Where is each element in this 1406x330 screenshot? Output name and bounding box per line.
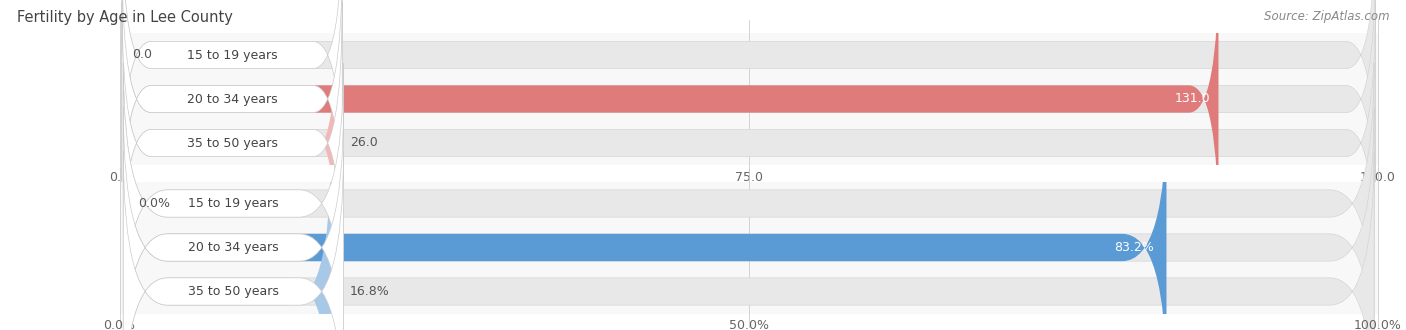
FancyBboxPatch shape [124, 151, 343, 330]
FancyBboxPatch shape [124, 151, 1374, 330]
Text: 20 to 34 years: 20 to 34 years [188, 241, 278, 254]
Text: 35 to 50 years: 35 to 50 years [187, 137, 277, 149]
FancyBboxPatch shape [124, 63, 1374, 330]
Text: 20 to 34 years: 20 to 34 years [187, 92, 277, 106]
Text: Fertility by Age in Lee County: Fertility by Age in Lee County [17, 10, 233, 25]
FancyBboxPatch shape [122, 3, 342, 283]
Text: 35 to 50 years: 35 to 50 years [188, 285, 278, 298]
FancyBboxPatch shape [124, 63, 343, 330]
Text: 15 to 19 years: 15 to 19 years [188, 197, 278, 210]
Text: 0.0%: 0.0% [138, 197, 170, 210]
Text: 16.8%: 16.8% [350, 285, 389, 298]
FancyBboxPatch shape [122, 0, 342, 239]
Text: 131.0: 131.0 [1174, 92, 1211, 106]
FancyBboxPatch shape [122, 0, 1219, 239]
FancyBboxPatch shape [122, 3, 1375, 283]
FancyBboxPatch shape [124, 107, 1374, 330]
FancyBboxPatch shape [124, 107, 1167, 330]
FancyBboxPatch shape [122, 0, 1375, 239]
Text: Source: ZipAtlas.com: Source: ZipAtlas.com [1264, 10, 1389, 23]
Text: 15 to 19 years: 15 to 19 years [187, 49, 277, 61]
Text: 0.0: 0.0 [132, 49, 152, 61]
FancyBboxPatch shape [122, 0, 342, 195]
FancyBboxPatch shape [122, 0, 1375, 195]
FancyBboxPatch shape [122, 3, 337, 283]
FancyBboxPatch shape [124, 151, 330, 330]
FancyBboxPatch shape [124, 107, 343, 330]
Text: 26.0: 26.0 [350, 137, 378, 149]
Text: 83.2%: 83.2% [1114, 241, 1154, 254]
